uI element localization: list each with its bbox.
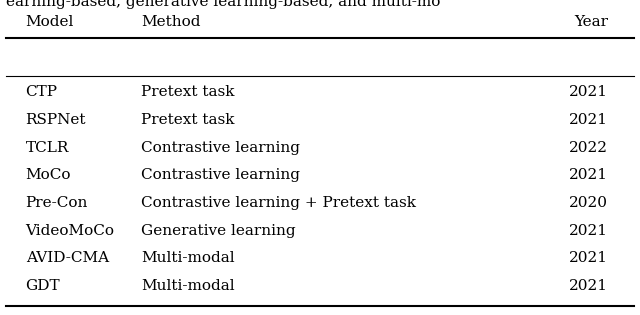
Text: Method: Method [141,15,200,29]
Text: Year: Year [574,15,608,29]
Text: Contrastive learning + Pretext task: Contrastive learning + Pretext task [141,196,416,210]
Text: GDT: GDT [26,279,60,293]
Text: Pretext task: Pretext task [141,113,234,127]
Text: AVID-CMA: AVID-CMA [26,251,109,266]
Text: 2021: 2021 [569,85,608,99]
Text: Pre-Con: Pre-Con [26,196,88,210]
Text: Generative learning: Generative learning [141,224,296,238]
Text: CTP: CTP [26,85,58,99]
Text: Pretext task: Pretext task [141,85,234,99]
Text: 2021: 2021 [569,113,608,127]
Text: 2021: 2021 [569,279,608,293]
Text: MoCo: MoCo [26,168,71,182]
Text: VideoMoCo: VideoMoCo [26,224,115,238]
Text: earning-based, generative learning-based, and multi-mo: earning-based, generative learning-based… [6,0,441,9]
Text: 2021: 2021 [569,224,608,238]
Text: 2020: 2020 [569,196,608,210]
Text: Contrastive learning: Contrastive learning [141,168,300,182]
Text: 2022: 2022 [569,140,608,155]
Text: TCLR: TCLR [26,140,69,155]
Text: Model: Model [26,15,74,29]
Text: Multi-modal: Multi-modal [141,251,234,266]
Text: Contrastive learning: Contrastive learning [141,140,300,155]
Text: RSPNet: RSPNet [26,113,86,127]
Text: 2021: 2021 [569,251,608,266]
Text: Multi-modal: Multi-modal [141,279,234,293]
Text: 2021: 2021 [569,168,608,182]
